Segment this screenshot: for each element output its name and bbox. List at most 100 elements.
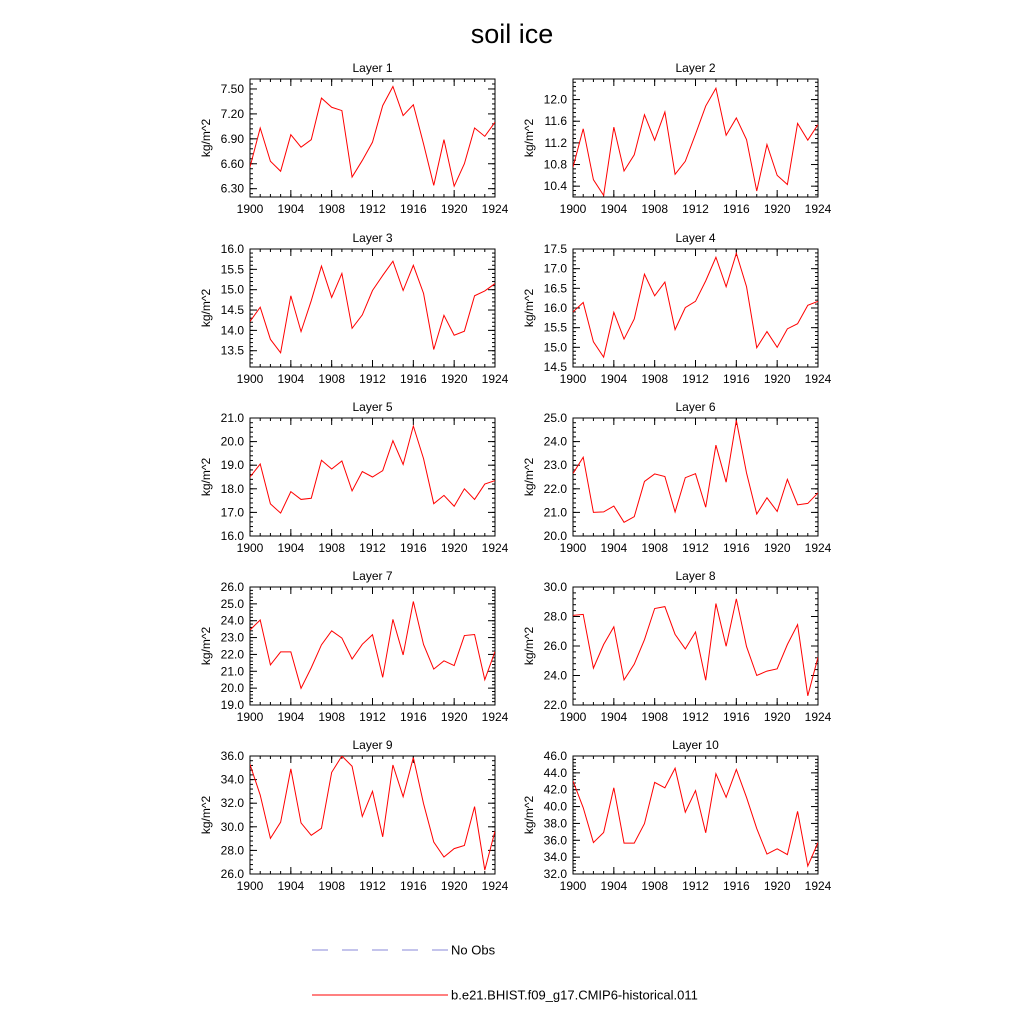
- x-tick-label: 1900: [237, 541, 264, 555]
- chart-panel-6: Layer 6 kg/m^2 1900 1904 1908 1912 1916 1920 192…: [522, 400, 832, 555]
- chart-panel-3: Layer 3 kg/m^2 1900 1904 1908 1912 1916 1920 192…: [199, 231, 509, 386]
- y-tick-label: 19.0: [221, 458, 245, 472]
- x-tick-label: 1908: [318, 372, 345, 386]
- y-tick-label: 36.0: [544, 833, 568, 847]
- x-tick-label: 1924: [482, 710, 509, 724]
- y-axis-label: kg/m^2: [522, 627, 536, 666]
- y-tick-label: 10.4: [544, 179, 568, 193]
- x-tick-label: 1912: [682, 372, 709, 386]
- plot-frame: [572, 755, 819, 875]
- x-tick-label: 1912: [682, 879, 709, 893]
- x-tick-label: 1924: [805, 372, 832, 386]
- x-tick-label: 1924: [482, 202, 509, 216]
- y-tick-label: 24.0: [544, 669, 568, 683]
- x-tick-label: 1900: [237, 879, 264, 893]
- chart-panel-4: Layer 4 kg/m^2 1900 1904 1908 1912 1916 1920 192…: [522, 231, 832, 386]
- x-tick-label: 1912: [359, 541, 386, 555]
- y-tick-label: 26.0: [544, 639, 568, 653]
- y-tick-label: 38.0: [544, 816, 568, 830]
- y-tick-label: 21.0: [221, 411, 245, 425]
- y-tick-label: 10.8: [544, 158, 568, 172]
- x-tick-label: 1916: [723, 541, 750, 555]
- y-tick-label: 23.0: [544, 458, 568, 472]
- y-tick-label: 24.0: [221, 614, 245, 628]
- plot-frame: [249, 755, 496, 875]
- series-line: [250, 85, 495, 188]
- x-tick-label: 1908: [641, 879, 668, 893]
- panel-title: Layer 2: [675, 61, 715, 75]
- x-tick-label: 1916: [400, 879, 427, 893]
- y-tick-label: 18.0: [221, 482, 245, 496]
- x-tick-label: 1908: [641, 202, 668, 216]
- y-tick-label: 22.0: [544, 482, 568, 496]
- y-tick-label: 21.0: [221, 664, 245, 678]
- panel-title: Layer 9: [352, 738, 392, 752]
- y-tick-label: 6.60: [221, 157, 245, 171]
- series-line: [573, 598, 818, 696]
- x-tick-label: 1904: [277, 541, 304, 555]
- x-tick-label: 1920: [441, 710, 468, 724]
- x-tick-label: 1920: [441, 541, 468, 555]
- y-tick-label: 14.0: [221, 323, 245, 337]
- y-tick-label: 22.0: [221, 647, 245, 661]
- x-tick-label: 1912: [359, 372, 386, 386]
- x-tick-label: 1916: [723, 710, 750, 724]
- x-tick-label: 1920: [764, 710, 791, 724]
- x-tick-label: 1916: [400, 202, 427, 216]
- chart-panel-2: Layer 2 kg/m^2 1900 1904 1908 1912 1916 1920 192…: [522, 61, 832, 216]
- y-tick-label: 44.0: [544, 766, 568, 780]
- y-tick-label: 16.0: [221, 529, 245, 543]
- y-tick-label: 36.0: [221, 749, 245, 763]
- y-tick-label: 28.0: [544, 610, 568, 624]
- x-tick-label: 1900: [237, 710, 264, 724]
- x-tick-label: 1924: [805, 710, 832, 724]
- x-tick-label: 1900: [560, 879, 587, 893]
- plot-frame: [249, 586, 496, 706]
- y-tick-label: 11.6: [545, 114, 568, 128]
- panel-title: Layer 3: [352, 231, 392, 245]
- y-tick-label: 20.0: [221, 435, 245, 449]
- y-tick-label: 17.5: [544, 242, 568, 256]
- x-tick-label: 1908: [318, 710, 345, 724]
- series-line: [250, 424, 495, 514]
- panel-title: Layer 10: [672, 738, 719, 752]
- y-tick-label: 13.5: [221, 344, 245, 358]
- plot-frame: [572, 586, 819, 706]
- y-tick-label: 7.20: [221, 107, 245, 121]
- y-tick-label: 15.5: [221, 262, 245, 276]
- x-tick-label: 1920: [441, 202, 468, 216]
- x-tick-label: 1904: [600, 372, 627, 386]
- x-tick-label: 1920: [441, 372, 468, 386]
- legend-obs-label: No Obs: [451, 943, 496, 958]
- x-tick-label: 1924: [805, 541, 832, 555]
- y-tick-label: 15.5: [544, 321, 568, 335]
- x-tick-label: 1904: [600, 710, 627, 724]
- y-tick-label: 14.5: [221, 303, 245, 317]
- series-line: [250, 260, 495, 354]
- x-tick-label: 1916: [400, 541, 427, 555]
- x-tick-label: 1920: [764, 202, 791, 216]
- y-tick-label: 26.0: [221, 867, 245, 881]
- x-tick-label: 1900: [560, 710, 587, 724]
- chart-panel-9: Layer 9 kg/m^2 1900 1904 1908 1912 1916 1920 192…: [199, 738, 509, 893]
- x-tick-label: 1912: [359, 879, 386, 893]
- x-tick-label: 1924: [482, 879, 509, 893]
- y-tick-label: 34.0: [544, 850, 568, 864]
- y-tick-label: 30.0: [544, 580, 568, 594]
- y-tick-label: 6.90: [221, 132, 245, 146]
- y-tick-label: 12.0: [544, 93, 568, 107]
- panel-title: Layer 8: [675, 569, 715, 583]
- y-tick-label: 20.0: [544, 529, 568, 543]
- x-tick-label: 1924: [805, 879, 832, 893]
- legend: No Obs b.e21.BHIST.f09_g17.CMIP6-histori…: [312, 943, 698, 1003]
- y-tick-label: 15.0: [544, 340, 568, 354]
- series-line: [573, 251, 818, 359]
- plot-frame: [249, 248, 496, 368]
- chart-panel-8: Layer 8 kg/m^2 1900 1904 1908 1912 1916 1920 192…: [522, 569, 832, 724]
- x-tick-label: 1904: [600, 879, 627, 893]
- y-axis-label: kg/m^2: [199, 796, 213, 835]
- x-tick-label: 1908: [641, 710, 668, 724]
- panel-title: Layer 5: [352, 400, 392, 414]
- x-tick-label: 1904: [277, 202, 304, 216]
- x-tick-label: 1916: [400, 710, 427, 724]
